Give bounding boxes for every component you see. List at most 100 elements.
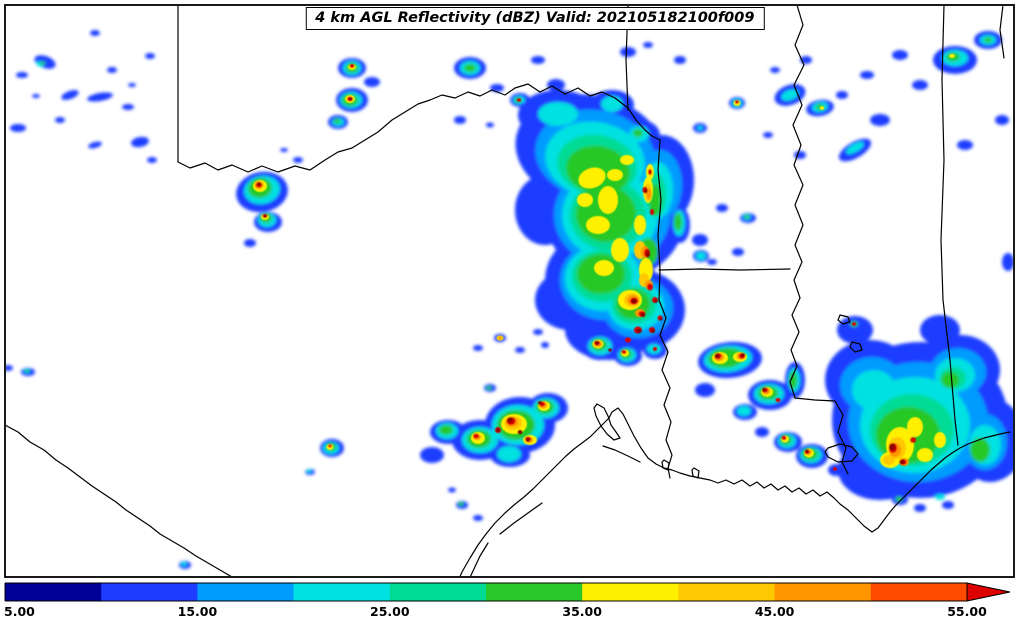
radar-cell xyxy=(531,56,545,64)
radar-cell xyxy=(625,337,631,343)
radar-cell xyxy=(458,502,464,506)
radar-cell xyxy=(636,328,642,334)
radar-cell xyxy=(6,365,13,371)
radar-cell xyxy=(439,425,453,435)
radar-cell xyxy=(328,444,332,448)
radar-cell xyxy=(640,313,646,317)
colorbar-segment xyxy=(582,583,679,601)
radar-cell xyxy=(61,90,79,100)
colorbar xyxy=(4,582,1011,602)
radar-cell xyxy=(293,157,303,163)
radar-cell xyxy=(695,383,715,397)
colorbar-segment xyxy=(197,583,295,601)
radar-cell xyxy=(517,429,523,435)
radar-cell xyxy=(181,562,187,566)
radar-cell xyxy=(735,100,739,104)
radar-cell xyxy=(899,459,905,465)
state-boundary-line xyxy=(469,542,489,576)
colorbar-tick-label: 55.00 xyxy=(947,604,987,619)
radar-cell xyxy=(941,372,959,388)
radar-cell xyxy=(620,47,636,57)
map-title: 4 km AGL Reflectivity (dBZ) Valid: 20210… xyxy=(315,10,755,26)
state-boundary-line xyxy=(6,424,232,576)
radar-cell xyxy=(607,169,623,181)
radar-cell xyxy=(755,427,769,437)
radar-cell xyxy=(122,104,134,110)
colorbar-segment xyxy=(389,583,487,601)
radar-cell xyxy=(910,437,916,443)
radar-cell xyxy=(647,283,653,291)
radar-cell xyxy=(794,151,806,159)
state-boundaries xyxy=(6,6,1011,576)
radar-cell xyxy=(497,446,521,462)
radar-cell xyxy=(659,317,663,321)
radar-cell xyxy=(611,238,629,262)
state-boundary-line xyxy=(499,502,543,535)
radar-cell xyxy=(852,322,856,326)
radar-cell xyxy=(473,345,483,351)
radar-cell xyxy=(24,369,30,373)
radar-cell xyxy=(32,94,40,98)
radar-cell xyxy=(633,129,643,137)
radar-cell xyxy=(935,494,945,500)
radar-cell xyxy=(696,252,706,260)
radar-cell xyxy=(650,209,654,215)
radar-cell xyxy=(349,64,355,68)
radar-cell xyxy=(781,435,787,441)
state-boundary-line xyxy=(658,268,791,271)
colorbar-tick-label: 5.00 xyxy=(4,604,35,619)
radar-cell xyxy=(538,102,578,126)
colorbar-segment xyxy=(486,583,583,601)
radar-cell xyxy=(914,504,926,512)
state-boundary-line xyxy=(177,83,661,173)
radar-cell xyxy=(870,114,890,126)
state-boundary-line xyxy=(824,443,859,463)
colorbar-overflow-arrow xyxy=(966,582,1011,602)
colorbar-segment xyxy=(101,583,198,601)
radar-cell xyxy=(349,97,353,101)
state-boundary-line xyxy=(837,314,851,325)
radar-cell xyxy=(714,353,720,359)
colorbar-segment xyxy=(293,583,391,601)
radar-cell xyxy=(646,188,652,200)
radar-cell xyxy=(653,347,657,351)
state-boundary-line xyxy=(459,407,1011,576)
radar-cell xyxy=(263,214,267,218)
radar-cell xyxy=(486,386,492,390)
state-boundary-line xyxy=(691,467,700,479)
radar-cell xyxy=(716,204,728,212)
radar-cell xyxy=(598,186,618,214)
radar-cell xyxy=(541,342,549,348)
radar-cell xyxy=(533,329,543,335)
radar-cell xyxy=(970,438,990,462)
radar-cell xyxy=(819,106,825,110)
radar-cell xyxy=(333,118,341,124)
radar-cell xyxy=(762,388,766,392)
radar-cell xyxy=(837,316,873,344)
radar-cell xyxy=(498,336,502,340)
radar-cell xyxy=(496,428,500,432)
radar-cell xyxy=(744,215,750,219)
radar-cell xyxy=(577,193,593,207)
map-title-box: 4 km AGL Reflectivity (dBZ) Valid: 20210… xyxy=(305,7,765,30)
radar-cell xyxy=(648,169,652,175)
colorbar-segment xyxy=(5,583,102,601)
radar-cell xyxy=(697,126,703,130)
map-frame-border xyxy=(4,4,1015,578)
radar-cell xyxy=(631,298,637,304)
state-boundary-line xyxy=(657,139,673,479)
radar-cell xyxy=(644,189,648,193)
state-boundary-line xyxy=(849,341,863,353)
radar-cell xyxy=(578,167,606,189)
state-boundary-line xyxy=(593,403,621,441)
radar-cell xyxy=(836,91,848,99)
radar-cell xyxy=(732,248,744,256)
radar-cell xyxy=(781,89,799,101)
radar-cell xyxy=(364,77,380,87)
radar-cell xyxy=(805,449,809,453)
radar-cell xyxy=(770,67,780,73)
radar-cell xyxy=(654,299,658,303)
radar-cell xyxy=(763,132,773,138)
radar-cell xyxy=(651,329,655,333)
state-boundary-line xyxy=(940,6,959,446)
